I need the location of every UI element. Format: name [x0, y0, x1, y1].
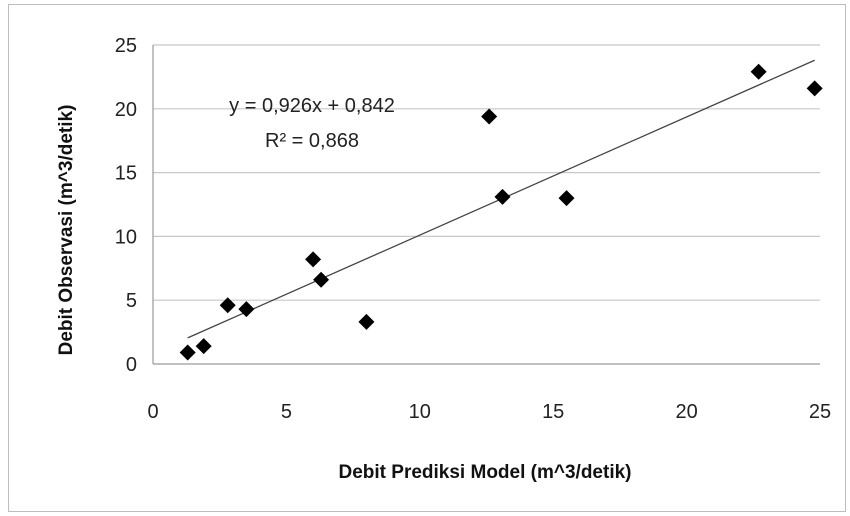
x-tick-label-10: 10 [409, 401, 431, 423]
y-tick-label-0: 0 [126, 354, 137, 376]
data-point-9 [494, 188, 511, 205]
data-point-2 [195, 338, 212, 355]
y-axis-title: Debit Observasi (m^3/detik) [56, 105, 77, 356]
chart-frame [8, 4, 846, 512]
data-point-8 [481, 108, 498, 125]
data-point-5 [305, 251, 322, 268]
y-tick-label-10: 10 [115, 226, 137, 248]
data-point-4 [238, 301, 255, 318]
x-axis-title: Debit Prediksi Model (m^3/detik) [339, 462, 632, 483]
data-point-3 [219, 297, 236, 314]
y-tick-label-15: 15 [115, 163, 137, 185]
data-points [179, 63, 823, 361]
x-tick-label-5: 5 [281, 401, 292, 423]
data-point-11 [750, 63, 767, 80]
data-point-12 [806, 80, 823, 97]
x-tick-label-0: 0 [147, 401, 158, 423]
x-tick-label-25: 25 [809, 401, 831, 423]
gridlines [152, 44, 820, 365]
y-tick-label-25: 25 [115, 35, 137, 57]
data-point-7 [358, 313, 375, 330]
x-tick-label-20: 20 [675, 401, 697, 423]
y-axis-ticks: 0 5 10 15 20 25 [115, 35, 137, 376]
y-tick-label-20: 20 [115, 99, 137, 121]
data-point-1 [179, 344, 196, 361]
data-point-10 [558, 190, 575, 207]
x-tick-label-15: 15 [542, 401, 564, 423]
data-point-6 [313, 271, 330, 288]
trendline-equation: y = 0,926x + 0,842 [229, 95, 395, 117]
y-tick-label-5: 5 [126, 290, 137, 312]
trendline-r-squared: R² = 0,868 [265, 130, 359, 152]
x-axis-ticks: 0 5 10 15 20 25 [147, 401, 831, 423]
